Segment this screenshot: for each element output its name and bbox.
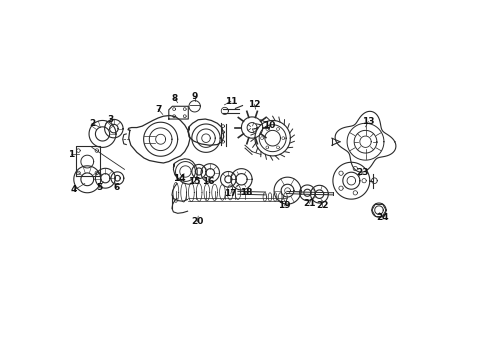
Text: 6: 6 — [114, 183, 120, 192]
Text: 3: 3 — [107, 114, 114, 123]
Text: 11: 11 — [224, 97, 237, 106]
Text: 12: 12 — [248, 100, 261, 109]
Text: 10: 10 — [263, 121, 275, 130]
Text: 2: 2 — [89, 119, 95, 128]
Text: 5: 5 — [96, 183, 102, 192]
Text: 18: 18 — [241, 188, 253, 197]
Text: 13: 13 — [362, 117, 374, 126]
Text: 21: 21 — [303, 199, 316, 208]
Text: 22: 22 — [316, 201, 328, 210]
Text: 15: 15 — [189, 177, 201, 186]
Text: 24: 24 — [376, 213, 389, 222]
Text: 19: 19 — [278, 201, 291, 210]
Text: 14: 14 — [173, 174, 186, 183]
Text: 23: 23 — [356, 168, 369, 177]
Text: 9: 9 — [192, 92, 198, 101]
Text: 7: 7 — [155, 105, 161, 114]
Text: 17: 17 — [224, 189, 237, 198]
Text: 8: 8 — [172, 94, 178, 103]
Text: 1: 1 — [68, 150, 74, 159]
Text: 20: 20 — [191, 217, 203, 226]
Text: 4: 4 — [71, 185, 77, 194]
Text: 16: 16 — [201, 177, 214, 186]
